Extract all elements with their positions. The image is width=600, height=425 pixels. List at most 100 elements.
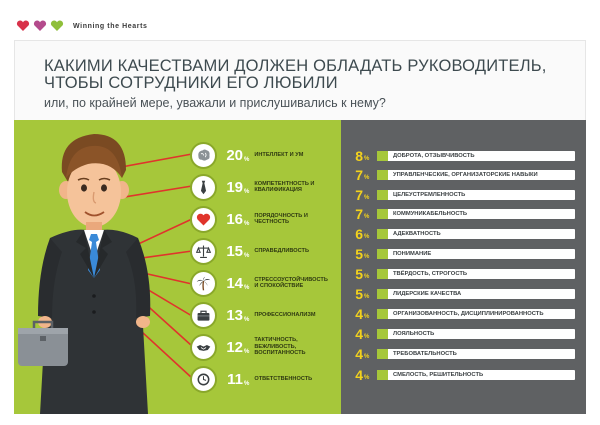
rstat-bar-accent	[377, 349, 388, 359]
rstat-unit: %	[364, 354, 370, 360]
rstat-label: Лояльность	[393, 331, 435, 337]
rstat-unit: %	[364, 195, 370, 201]
stat-label: Справедливость	[254, 247, 309, 254]
rstat-value: 4	[355, 326, 363, 342]
heart-icon	[16, 20, 30, 32]
rstat-bar-accent	[377, 229, 388, 239]
stat-value: 11	[227, 370, 243, 388]
rstat-row: 6 % Адекватность	[349, 226, 575, 242]
rstat-row: 5 % Твёрдость, строгость	[349, 266, 575, 282]
rstat-bar: Смелость, решительность	[377, 370, 575, 380]
stat-value: 15	[226, 242, 243, 260]
scales-icon	[190, 237, 217, 265]
rstat-row: 4 % Смелость, решительность	[349, 367, 575, 383]
rstat-value: 7	[355, 187, 363, 203]
rstat-label: Смелость, решительность	[393, 372, 484, 378]
rstat-bar-accent	[377, 249, 388, 259]
stat-label: Профессионализм	[254, 311, 316, 318]
rstat-label: Понимание	[393, 251, 432, 257]
brand: Winning the Hearts	[16, 18, 148, 34]
rstat-label: Управленческие, организаторские навыки	[393, 172, 538, 178]
stat-value: 16	[226, 210, 243, 228]
rstat-unit: %	[364, 234, 370, 240]
rstat-bar-accent	[377, 329, 388, 339]
rstat-label: Твёрдость, строгость	[393, 271, 468, 277]
stat-value: 12	[226, 338, 243, 356]
rstat-label: Доброта, отзывчивость	[393, 153, 475, 159]
tie-icon	[190, 173, 217, 201]
rstat-row: 8 % Доброта, отзывчивость	[349, 148, 575, 164]
rstat-bar-accent	[377, 151, 388, 161]
rstat-bar-accent	[377, 289, 388, 299]
rstat-bar: Доброта, отзывчивость	[377, 151, 575, 161]
stat-value: 20	[226, 146, 243, 164]
rstat-bar: Лидерские качества	[377, 289, 575, 299]
stat-label: Порядочность и честность	[254, 212, 308, 225]
stat-unit: %	[244, 349, 250, 355]
rstat-bar: Адекватность	[377, 229, 575, 239]
rstat-row: 7 % Коммуникабельность	[349, 206, 575, 222]
brand-name: Winning the Hearts	[73, 22, 148, 30]
brain-icon	[190, 141, 217, 169]
stat-unit: %	[244, 285, 250, 291]
rstat-value: 5	[355, 266, 363, 282]
rstat-row: 7 % Целеустремленность	[349, 187, 575, 203]
rstat-bar-accent	[377, 309, 388, 319]
rstat-value: 4	[355, 367, 363, 383]
rstat-row: 4 % Лояльность	[349, 326, 575, 342]
stat-unit: %	[244, 221, 250, 227]
rstat-bar: Целеустремленность	[377, 190, 575, 200]
stat-row-professionalism: 13 % Профессионализм	[190, 300, 332, 330]
rstat-label: Целеустремленность	[393, 192, 466, 198]
rstat-bar: Организованность, дисциплинированность	[377, 309, 575, 319]
rstat-unit: %	[364, 175, 370, 181]
stat-row-responsibility: 11 % Ответственность	[190, 364, 332, 394]
rstat-bar-accent	[377, 269, 388, 279]
rstat-unit: %	[364, 375, 370, 381]
stat-unit: %	[244, 253, 250, 259]
rstat-unit: %	[364, 334, 370, 340]
stat-unit: %	[244, 317, 250, 323]
rstat-label: Адекватность	[393, 231, 441, 237]
rstat-row: 4 % Организованность, дисциплинированнос…	[349, 306, 575, 322]
page-subtitle: или, по крайней мере, уважали и прислуши…	[44, 96, 386, 110]
rstat-unit: %	[364, 254, 370, 260]
rstat-bar: Коммуникабельность	[377, 209, 575, 219]
rstat-bar: Понимание	[377, 249, 575, 259]
businessman-illustration	[18, 134, 151, 414]
stat-label: Ответственность	[254, 375, 313, 382]
stat-row-stress-resistance: 14 % Стрессоустойчивость и спокойствие	[190, 268, 332, 298]
rstat-bar: Твёрдость, строгость	[377, 269, 575, 279]
rstat-value: 4	[355, 306, 363, 322]
rstat-row: 7 % Управленческие, организаторские навы…	[349, 167, 575, 183]
rstat-unit: %	[364, 214, 370, 220]
rstat-unit: %	[364, 156, 370, 162]
stat-unit: %	[244, 157, 250, 163]
rstat-label: Лидерские качества	[393, 291, 462, 297]
rstat-value: 7	[355, 206, 363, 222]
rstat-value: 4	[355, 346, 363, 362]
stat-unit: %	[244, 189, 250, 195]
stat-value: 13	[226, 306, 243, 324]
stat-row-competence: 19 % Компетентность и квалификация	[190, 172, 332, 202]
heart-icon	[50, 20, 64, 32]
palm-icon	[190, 269, 217, 297]
rstat-bar: Управленческие, организаторские навыки	[377, 170, 575, 180]
rstat-unit: %	[364, 314, 370, 320]
handshake-icon	[190, 333, 217, 361]
stat-label: Стрессоустойчивость и спокойствие	[254, 276, 328, 289]
briefcase-icon	[190, 301, 217, 329]
stat-row-tact: 12 % Тактичность, вежливость, воспитанно…	[190, 332, 332, 362]
rstat-value: 6	[355, 226, 363, 242]
rstat-bar-accent	[377, 209, 388, 219]
stat-label: Интеллект и ум	[254, 151, 304, 158]
heart-icon	[190, 205, 217, 233]
rstat-bar-accent	[377, 170, 388, 180]
rstat-row: 5 % Понимание	[349, 246, 575, 262]
stat-label: Тактичность, вежливость, воспитанность	[254, 337, 306, 357]
rstat-bar: Лояльность	[377, 329, 575, 339]
stat-label: Компетентность и квалификация	[254, 180, 315, 193]
rstat-label: Организованность, дисциплинированность	[393, 311, 544, 317]
stat-row-intellect: 20 % Интеллект и ум	[190, 140, 332, 170]
rstat-bar-accent	[377, 370, 388, 380]
